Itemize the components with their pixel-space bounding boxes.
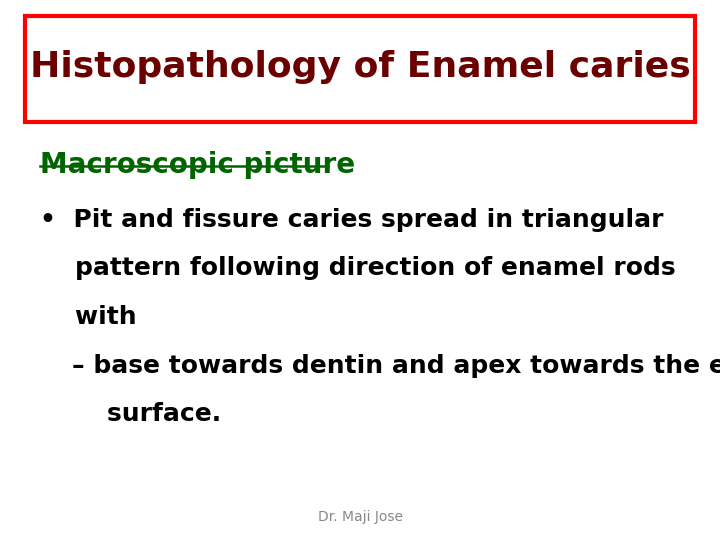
FancyBboxPatch shape [25,16,695,122]
Text: Histopathology of Enamel caries: Histopathology of Enamel caries [30,51,690,84]
Text: – base towards dentin and apex towards the enamel: – base towards dentin and apex towards t… [72,354,720,377]
Text: with: with [40,305,136,329]
Text: pattern following direction of enamel rods: pattern following direction of enamel ro… [40,256,675,280]
Text: •  Pit and fissure caries spread in triangular: • Pit and fissure caries spread in trian… [40,208,663,232]
Text: Dr. Maji Jose: Dr. Maji Jose [318,510,402,524]
Text: surface.: surface. [72,402,221,426]
Text: Macroscopic picture: Macroscopic picture [40,151,355,179]
